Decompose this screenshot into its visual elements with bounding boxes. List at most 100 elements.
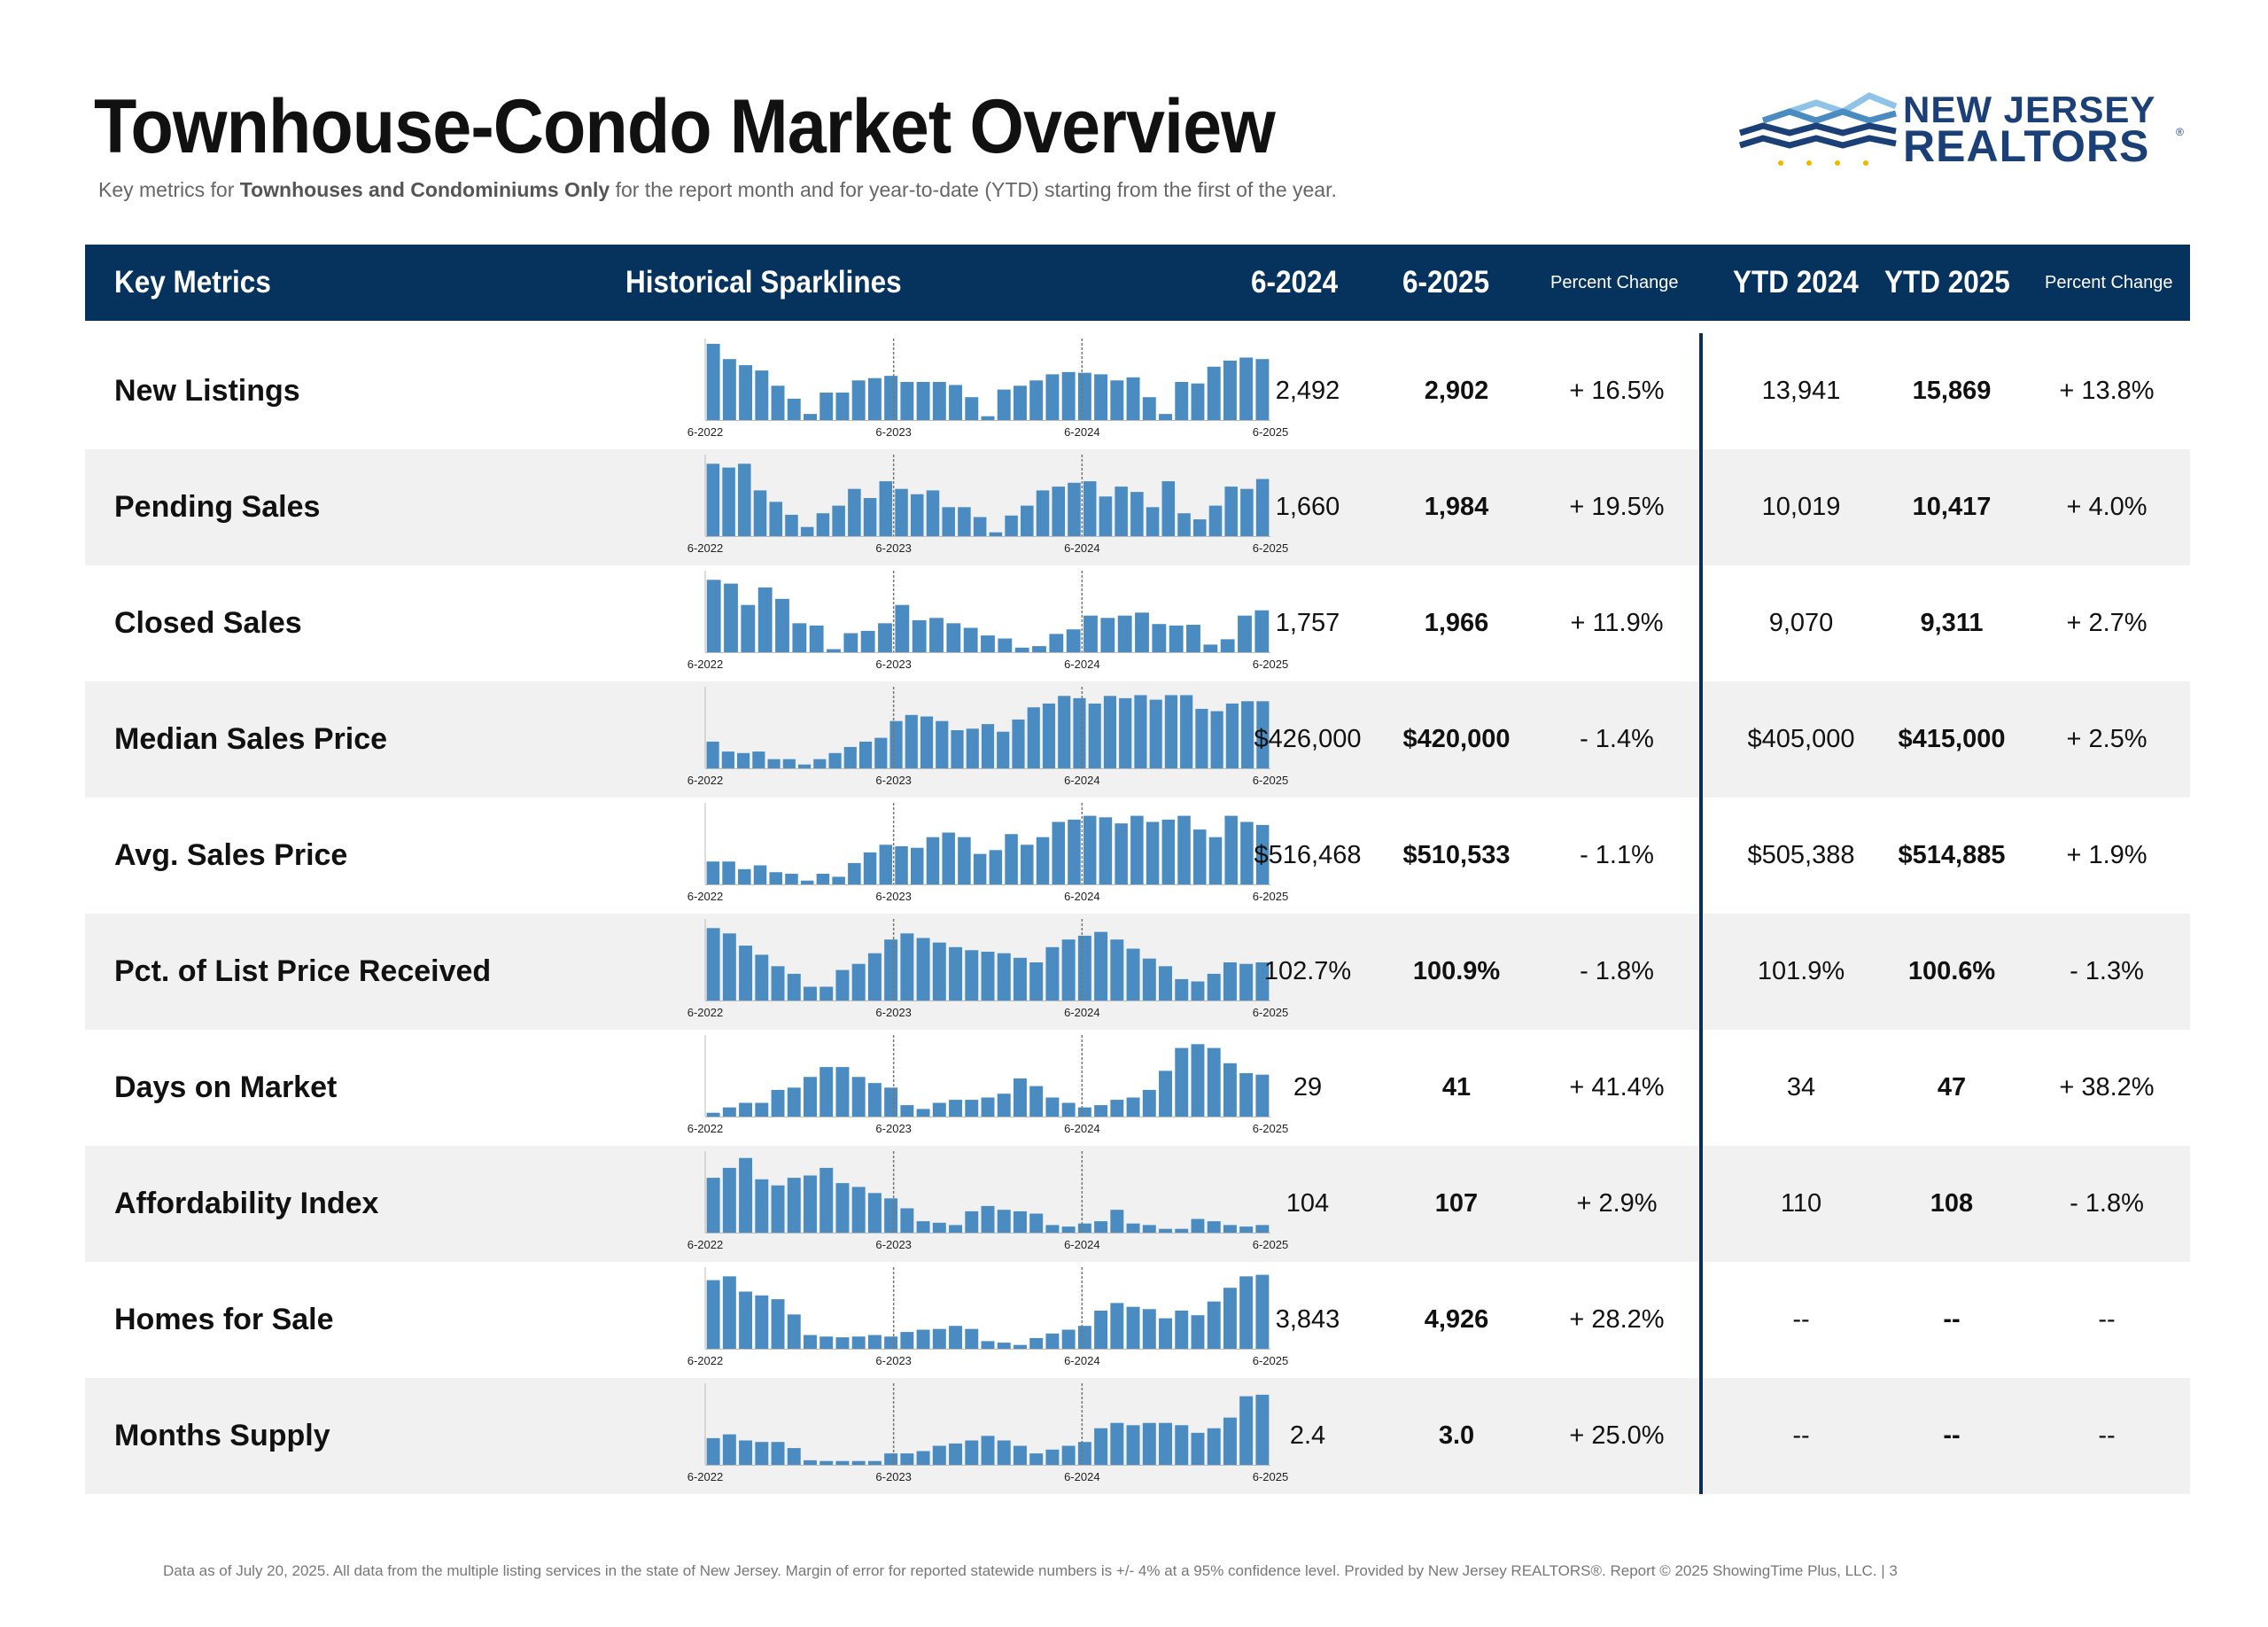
sparkline-bar [884, 1087, 898, 1117]
sparkline-bar [851, 1460, 866, 1465]
sparkline-bar [942, 832, 955, 884]
sparkline-tick-label: 6-2022 [687, 541, 723, 555]
sparkline-bar [739, 1440, 753, 1465]
sparkline-bar [997, 1440, 1011, 1465]
month-2025-value: 107 [1434, 1189, 1479, 1218]
sparkline-bar [757, 587, 773, 652]
sparkline-bar [1159, 1422, 1172, 1465]
sparkline-bar [932, 942, 946, 1000]
metric-name: Median Sales Price [114, 722, 388, 756]
sparkline-bar [1126, 948, 1140, 1000]
percent-change-value: - 1.1% [1580, 841, 1654, 869]
sparkline-bar [737, 752, 750, 768]
table-row: Pct. of List Price Received 6-2022 6-2023 6… [85, 914, 2190, 1030]
sparkline-bar [1142, 1309, 1156, 1349]
metric-name: Pct. of List Price Received [114, 954, 492, 988]
sparkline-bar [843, 746, 857, 768]
sparkline-bar [895, 488, 908, 536]
sparkline-bar [706, 344, 720, 420]
sparkline-tick-label: 6-2024 [1064, 774, 1099, 787]
sparkline-bar [867, 1193, 882, 1233]
sparkline-bar [949, 385, 963, 420]
ytd-percent-change-value: + 2.5% [2066, 725, 2148, 753]
sparkline-bar [1110, 1210, 1124, 1233]
sparkline-bar [1177, 815, 1191, 884]
header-ytd-2024: YTD 2024 [1733, 265, 1859, 300]
sparkline-bar [989, 850, 1003, 884]
sparkline-bar [722, 359, 736, 420]
sparkline-bar [1159, 1070, 1172, 1117]
sparkline-bar [1225, 703, 1239, 768]
sparkline-bar [1191, 1315, 1205, 1349]
sparkline-bar [767, 759, 781, 768]
ytd-2024-value: 10,019 [1761, 493, 1841, 521]
sparkline-bar [1068, 819, 1081, 884]
metric-name: Affordability Index [114, 1187, 379, 1220]
sparkline-bar [785, 873, 798, 884]
month-2025-value: 41 [1441, 1073, 1472, 1102]
subtitle-pre: Key metrics for [98, 178, 240, 201]
sparkline-bar [769, 502, 783, 536]
sparkline-bar [989, 532, 1003, 536]
logo-line-2: REALTORS [1903, 121, 2150, 171]
sparkline-bar [813, 759, 827, 768]
ytd-2025-value: 100.6% [1907, 957, 1996, 985]
sparkline-bar [966, 728, 979, 768]
sparkline-bar [1175, 1228, 1189, 1233]
sparkline-bar [1130, 492, 1144, 536]
sparkline-bar [722, 1276, 736, 1349]
ytd-percent-change-value: -- [2098, 1421, 2116, 1450]
sparkline-bar [860, 630, 875, 652]
sparkline-bar [874, 737, 888, 768]
sparkline-bar [997, 731, 1010, 768]
sparkline-bar [863, 852, 877, 884]
sparkline-tick-label: 6-2025 [1253, 1122, 1288, 1135]
sparkline-bar [755, 1295, 769, 1349]
sparkline-bar [739, 365, 753, 420]
sparkline-bar [981, 1097, 995, 1117]
sparkline-bar [755, 954, 769, 1000]
ytd-2024-value: $405,000 [1747, 725, 1855, 753]
percent-change-value: - 1.4% [1580, 725, 1654, 753]
sparkline-bar [884, 1198, 898, 1233]
sparkline-tick-label: 6-2022 [687, 890, 723, 903]
sparkline-bar [1203, 644, 1218, 652]
realtors-logo-icon [1738, 92, 1898, 166]
sparkline-bar [1032, 646, 1046, 652]
sparkline-bar [1045, 946, 1060, 1000]
sparkline-tick-label: 6-2023 [875, 1238, 911, 1251]
sparkline-bar [722, 933, 736, 1000]
sparkline-bar [1029, 1213, 1044, 1233]
sparkline-bar [771, 1089, 785, 1117]
sparkline-bar [706, 463, 720, 536]
ytd-2024-value: 9,070 [1768, 609, 1834, 637]
sparkline-bar [724, 583, 738, 652]
sparkline-bar [819, 1460, 834, 1465]
sparkline-bar [755, 1179, 769, 1233]
sparkline-bar [1180, 695, 1193, 768]
footer-disclaimer: Data as of July 20, 2025. All data from … [163, 1562, 1898, 1579]
sparkline-bar [771, 1299, 785, 1349]
sparkline-tick-label: 6-2023 [875, 1006, 911, 1019]
ytd-2025-value: $514,885 [1898, 841, 2006, 869]
logo-registered: ® [2176, 126, 2184, 138]
sparkline-bar [1036, 837, 1050, 884]
sparkline-bar [1100, 618, 1115, 652]
sparkline-bar [1077, 935, 1091, 1000]
sparkline-bar [1142, 397, 1156, 420]
sparkline-bar [1110, 1422, 1124, 1465]
sparkline-bar [1094, 374, 1108, 420]
metric-name: Homes for Sale [114, 1303, 334, 1336]
sparkline-bar [804, 414, 817, 420]
sparkline-bar [1029, 962, 1044, 1000]
sparkline-chart: 6-2022 6-2023 6-2024 6-2025 [687, 571, 1288, 671]
sparkline-bar [1119, 697, 1132, 768]
ytd-percent-change-value: + 13.8% [2059, 377, 2155, 405]
sparkline-bar [755, 1442, 769, 1465]
sparkline-bar [951, 730, 964, 768]
sparkline-bar [1255, 479, 1270, 536]
sparkline-bar [932, 1222, 946, 1233]
sparkline-tick-label: 6-2024 [1064, 1238, 1099, 1251]
sparkline-bar [787, 973, 801, 1000]
sparkline-bar [879, 845, 893, 884]
